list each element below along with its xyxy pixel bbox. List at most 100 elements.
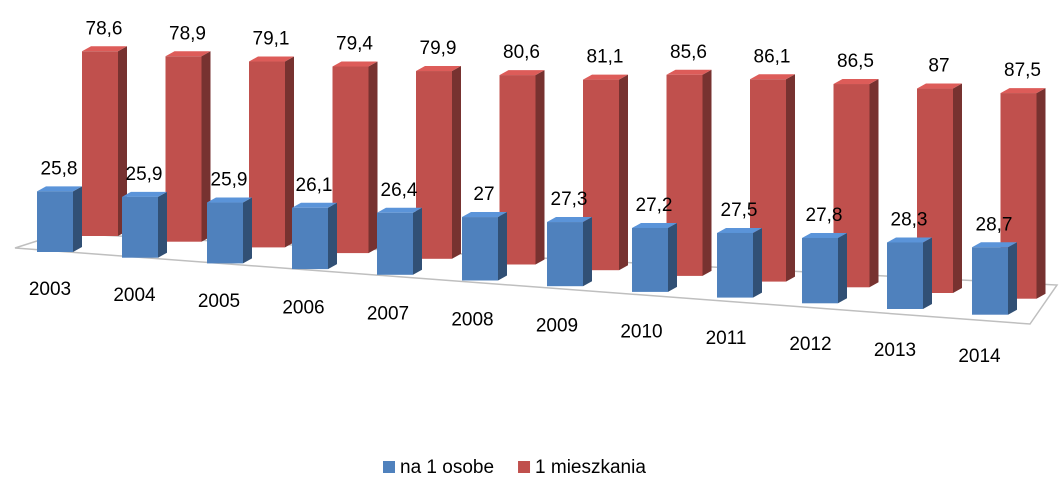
bar-top xyxy=(666,69,712,75)
data-label: 27,3 xyxy=(551,189,588,210)
data-label: 79,1 xyxy=(253,29,290,50)
data-label: 27,2 xyxy=(636,195,673,216)
data-label: 86,1 xyxy=(754,46,791,67)
bar-side xyxy=(498,212,507,281)
bar-side xyxy=(158,191,167,258)
bar-side xyxy=(583,217,592,287)
bar-side xyxy=(753,227,762,298)
x-tick-label: 2014 xyxy=(958,346,1001,367)
bar-side xyxy=(869,79,879,288)
bar xyxy=(37,191,73,252)
data-label: 26,1 xyxy=(296,175,333,196)
bar-top xyxy=(802,232,847,238)
bar-top xyxy=(377,207,422,213)
data-label: 81,1 xyxy=(587,47,624,68)
data-label: 78,6 xyxy=(86,18,123,39)
legend-swatch xyxy=(518,461,531,473)
bar xyxy=(547,222,583,287)
x-tick-label: 2008 xyxy=(451,310,493,331)
bar xyxy=(292,207,328,270)
bar-side xyxy=(619,74,628,271)
data-label: 28,3 xyxy=(891,210,928,231)
bar xyxy=(632,227,668,292)
legend-label: na 1 osobe xyxy=(400,457,494,478)
bar-top xyxy=(416,66,461,72)
x-tick-label: 2011 xyxy=(706,328,747,349)
bar-side xyxy=(786,74,795,282)
bar xyxy=(82,51,118,236)
data-label: 27,5 xyxy=(721,200,758,221)
data-label: 87,5 xyxy=(1004,60,1041,81)
bar xyxy=(717,232,753,298)
bar-side xyxy=(702,69,712,276)
bar-side xyxy=(535,70,545,265)
data-label: 79,4 xyxy=(336,34,373,55)
bar xyxy=(249,61,285,248)
data-label: 26,4 xyxy=(381,180,418,201)
legend-swatch xyxy=(383,461,395,473)
bar-side xyxy=(328,202,337,270)
data-label: 87 xyxy=(928,56,949,77)
bar-side xyxy=(838,232,847,304)
bar-side xyxy=(923,237,932,309)
bar xyxy=(462,217,498,281)
bar xyxy=(207,202,243,264)
bar-side xyxy=(368,61,378,254)
bar-top xyxy=(37,186,82,192)
x-tick-label: 2013 xyxy=(874,340,916,361)
bar-side xyxy=(452,66,461,259)
bar-top xyxy=(82,46,127,52)
bar xyxy=(165,56,202,242)
bar-top xyxy=(249,56,294,62)
bar xyxy=(332,66,369,254)
bar xyxy=(122,196,158,258)
legend-label: 1 mieszkania xyxy=(535,457,646,478)
data-label: 25,9 xyxy=(126,164,163,185)
x-tick-label: 2003 xyxy=(29,279,71,300)
x-tick-label: 2005 xyxy=(198,291,240,312)
x-tick-label: 2012 xyxy=(789,334,831,355)
x-tick-label: 2009 xyxy=(536,316,578,337)
bar xyxy=(887,242,923,309)
data-label: 27,8 xyxy=(806,205,843,226)
bar-side xyxy=(73,186,82,252)
bar-side xyxy=(1008,242,1017,315)
bar-side xyxy=(953,83,962,293)
bar-top xyxy=(833,79,879,85)
bar-top xyxy=(165,51,211,57)
bar-top xyxy=(499,70,545,76)
data-label: 25,8 xyxy=(41,158,78,179)
bar-top xyxy=(1000,88,1046,94)
bar xyxy=(377,212,413,275)
x-tick-label: 2007 xyxy=(367,303,409,324)
data-label: 80,6 xyxy=(503,42,540,63)
bar-side xyxy=(118,46,127,236)
bar-top xyxy=(972,242,1017,248)
bar-side xyxy=(413,207,422,275)
bar-top xyxy=(332,61,378,67)
data-label: 27 xyxy=(473,184,494,205)
data-label: 79,9 xyxy=(420,38,457,59)
data-label: 28,7 xyxy=(976,214,1013,235)
bar-top xyxy=(583,74,628,80)
bar xyxy=(972,247,1008,315)
bar-top xyxy=(750,74,795,80)
bar-top xyxy=(917,83,962,89)
x-tick-label: 2004 xyxy=(113,285,156,306)
bar-top xyxy=(122,191,167,197)
bar-side xyxy=(1036,88,1046,299)
data-label: 85,6 xyxy=(670,42,707,63)
bar-top xyxy=(462,212,507,218)
bar-top xyxy=(717,227,762,233)
bar-side xyxy=(201,51,211,242)
bar-top xyxy=(547,217,592,223)
x-tick-label: 2006 xyxy=(282,297,324,318)
bar-side xyxy=(668,222,677,292)
data-label: 78,9 xyxy=(169,23,206,44)
bar-top xyxy=(632,222,677,228)
data-label: 25,9 xyxy=(211,170,248,191)
x-tick-label: 2010 xyxy=(620,322,662,343)
data-label: 86,5 xyxy=(837,51,874,72)
bar xyxy=(802,237,838,304)
